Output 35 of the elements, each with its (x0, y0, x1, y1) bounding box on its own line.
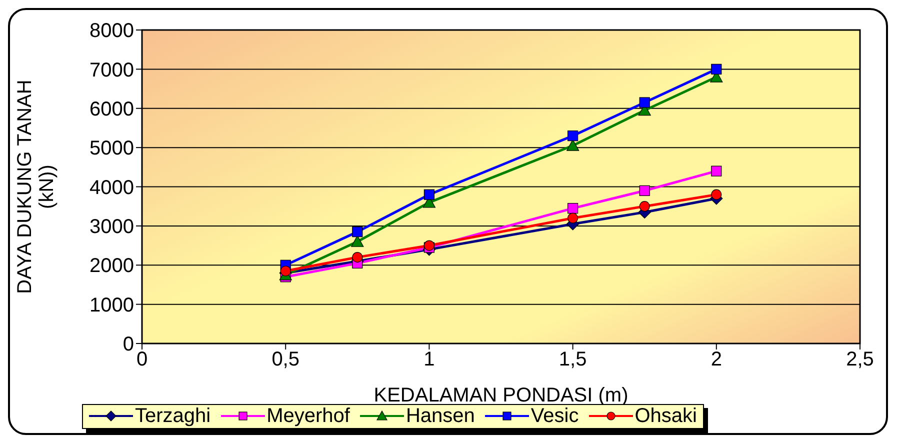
point (352, 252, 363, 263)
point (568, 203, 578, 214)
x-tick-label: 2,5 (846, 348, 874, 371)
y-tick-label: 0 (122, 334, 134, 356)
y-tick-label: 3000 (90, 216, 134, 238)
y-tick-label: 8000 (90, 20, 134, 42)
x-tick-label: 1 (424, 348, 435, 371)
point (639, 97, 650, 108)
x-tick-label: 0 (136, 348, 148, 371)
point (711, 189, 722, 200)
point (639, 201, 650, 212)
y-tick-label: 1000 (90, 294, 134, 316)
point (711, 64, 722, 74)
legend-label: Hansen (406, 404, 475, 428)
point (711, 166, 722, 176)
point (424, 189, 434, 200)
point (280, 266, 291, 276)
legend-label: Terzaghi (135, 404, 211, 428)
y-tick-label: 2000 (90, 255, 134, 278)
legend-label: Ohsaki (634, 404, 697, 428)
y-tick-label: 6000 (90, 98, 134, 120)
x-tick-label: 1,5 (558, 348, 587, 371)
point (639, 185, 650, 196)
point (568, 212, 578, 224)
legend-label: Vesic (530, 404, 579, 428)
point (352, 226, 363, 238)
point (568, 130, 578, 142)
y-axis-title: DAYA DUKUNG TANAH (kN)) (14, 80, 58, 294)
y-tick-label: 5000 (90, 138, 134, 160)
y-tick-label: 7000 (90, 59, 134, 82)
x-axis-title: KEDALAMAN PONDASI (m) (374, 384, 628, 406)
x-tick-label: 2 (710, 348, 722, 371)
x-tick-label: 0,5 (272, 348, 300, 371)
legend-label: Meyerhof (266, 404, 350, 428)
y-tick-label: 4000 (90, 176, 134, 199)
